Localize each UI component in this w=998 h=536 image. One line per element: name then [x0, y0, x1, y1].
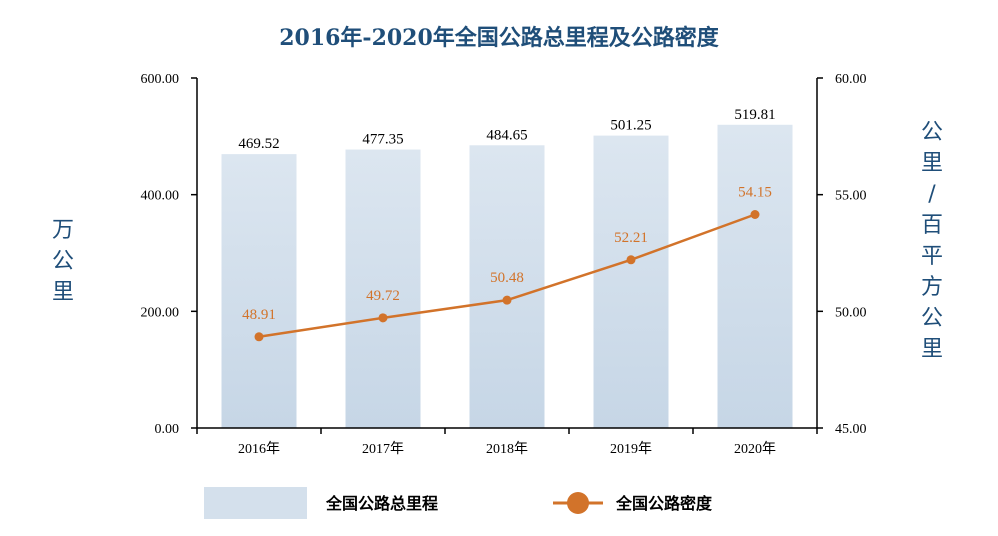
left-tick-label: 0.00 [155, 422, 180, 437]
right-tick-label: 50.00 [835, 305, 867, 320]
line-value-label: 52.21 [614, 230, 648, 246]
bar-value-label: 519.81 [734, 107, 775, 123]
left-tick-label: 600.00 [141, 72, 180, 87]
bar [593, 135, 669, 428]
line-value-label: 54.15 [738, 185, 772, 201]
line-point [750, 210, 760, 219]
legend-line-label: 全国公路密度 [615, 494, 713, 513]
axes-layer [196, 78, 818, 429]
bar-value-label: 501.25 [610, 118, 651, 134]
line-point [502, 295, 512, 305]
legend: 全国公路总里程 全国公路密度 [204, 487, 713, 519]
x-tick-label: 2016年 [238, 441, 280, 457]
x-tick-label: 2017年 [362, 441, 404, 457]
line-value-label: 49.72 [366, 288, 400, 304]
labels-layer: 469.52 477.35 484.65 501.25 519.81 48.91 49.72… [238, 107, 775, 323]
line-value-label: 48.91 [242, 307, 276, 323]
left-tick-label: 400.00 [141, 189, 180, 204]
y2-axis-title: 公里/百平方公里 [921, 120, 943, 362]
x-tick-label: 2019年 [610, 441, 652, 457]
bar-value-label: 484.65 [486, 127, 527, 143]
line-point [626, 255, 636, 265]
ticks-layer: 0.00 200.00 400.00 600.00 45.00 50.00 55.00 60.… [141, 72, 867, 457]
right-tick-label: 55.00 [835, 189, 867, 204]
legend-bar-label: 全国公路总里程 [325, 494, 438, 513]
x-tick-label: 2018年 [486, 441, 528, 457]
line-value-label: 50.48 [490, 270, 524, 286]
bar [717, 124, 793, 428]
right-tick-label: 60.00 [835, 72, 867, 87]
bar [345, 149, 421, 428]
right-tick-label: 45.00 [835, 422, 867, 437]
bar-value-label: 469.52 [238, 136, 279, 152]
chart-title: 2016年-2020年全国公路总里程及公路密度 [279, 25, 720, 51]
bar-value-label: 477.35 [362, 132, 403, 148]
line-layer [254, 210, 760, 342]
line-point [378, 313, 388, 323]
x-tick-label: 2020年 [734, 441, 776, 457]
legend-line-marker [567, 492, 589, 514]
legend-bar-swatch [204, 487, 307, 519]
bar [221, 154, 297, 428]
bars-layer [221, 124, 793, 428]
line-point [254, 332, 264, 342]
y-axis-title: 万公里 [52, 218, 74, 305]
left-tick-label: 200.00 [141, 305, 180, 320]
bar [469, 145, 545, 428]
